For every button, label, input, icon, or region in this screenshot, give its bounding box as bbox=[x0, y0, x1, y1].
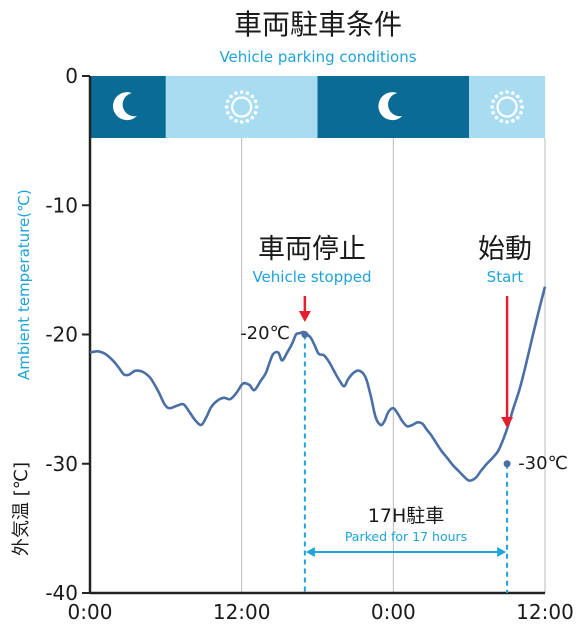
series-layer bbox=[89, 286, 547, 482]
annotations: 車両停止 Vehicle stopped -20℃ 始動 Start -30℃ … bbox=[240, 234, 568, 593]
y-tick-label: -20 bbox=[45, 323, 78, 347]
start-temperature-label: -30℃ bbox=[518, 453, 568, 474]
day-night-band bbox=[90, 76, 545, 138]
x-tick-label: 0:00 bbox=[371, 600, 416, 624]
y-axis-label-jp: 外気温 [℃] bbox=[11, 462, 32, 556]
start-point bbox=[503, 460, 511, 468]
band-segment-day bbox=[165, 76, 318, 138]
y-axis-label-en: Ambient temperature(℃) bbox=[15, 189, 33, 380]
axes bbox=[88, 76, 545, 595]
x-tick-label: 12:00 bbox=[213, 600, 271, 624]
parked-duration-label-jp: 17H駐車 bbox=[368, 505, 444, 527]
stop-point bbox=[301, 331, 309, 338]
stop-arrow bbox=[298, 296, 311, 322]
duration-arrow bbox=[305, 547, 507, 557]
x-tick-labels: 0:00 12:00 0:00 12:00 bbox=[68, 600, 574, 624]
sun-icon bbox=[490, 90, 524, 124]
y-tick-labels: 0 -10 -20 -30 -40 bbox=[45, 64, 90, 605]
x-tick-label: 12:00 bbox=[516, 600, 574, 624]
start-label-jp: 始動 bbox=[478, 234, 532, 265]
chart-title: 車両駐車条件 bbox=[234, 8, 402, 41]
band-segment-night bbox=[317, 76, 470, 138]
y-tick-label: -40 bbox=[45, 581, 78, 605]
start-arrow bbox=[501, 296, 514, 428]
sun-icon bbox=[224, 90, 259, 124]
band-segment-night bbox=[90, 76, 166, 138]
x-tick-label: 0:00 bbox=[68, 600, 113, 624]
vehicle-stopped-label-en: Vehicle stopped bbox=[252, 268, 371, 286]
y-tick-label: -30 bbox=[45, 452, 78, 476]
chart-subtitle: Vehicle parking conditions bbox=[219, 48, 416, 66]
temperature-series-line bbox=[89, 286, 547, 482]
y-tick-label: 0 bbox=[65, 64, 78, 88]
start-label-en: Start bbox=[487, 268, 524, 286]
gridlines bbox=[241, 138, 546, 593]
moon-icon bbox=[113, 92, 137, 121]
parked-duration-label-en: Parked for 17 hours bbox=[345, 529, 467, 544]
vehicle-stopped-label-jp: 車両停止 bbox=[258, 234, 366, 265]
moon-icon bbox=[378, 92, 403, 121]
band-segment-day bbox=[469, 76, 545, 138]
y-tick-label: -10 bbox=[45, 193, 78, 217]
stop-temperature-label: -20℃ bbox=[240, 323, 290, 344]
